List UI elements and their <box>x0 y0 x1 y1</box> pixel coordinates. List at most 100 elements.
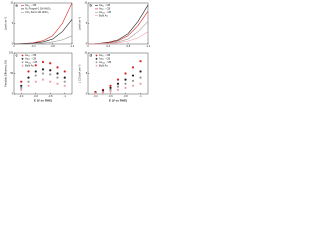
y-tick-label: 0 <box>86 93 88 96</box>
x-tick-label: 0 <box>13 45 15 48</box>
data-point <box>124 72 127 75</box>
legend-label: Bulk Au <box>99 63 108 67</box>
x-tick-label: -0.8 <box>51 45 56 48</box>
legend-swatch <box>95 61 98 64</box>
data-point <box>63 84 66 87</box>
data-point <box>139 70 142 73</box>
y-tick-label: 5 <box>12 22 14 25</box>
legend-swatch <box>95 54 98 57</box>
legend-label: Au₅₅ - CB <box>99 53 110 57</box>
legend-label: Bulk Au <box>25 63 34 67</box>
data-point <box>41 68 45 71</box>
data-point <box>20 84 23 87</box>
data-point <box>34 74 37 77</box>
panel-label: a <box>16 3 19 8</box>
legend-swatch <box>95 58 98 60</box>
y-tick-label: 5 <box>86 72 88 75</box>
data-point <box>131 79 135 82</box>
x-tick-label: -0.8 <box>123 95 128 98</box>
y-tick-label: 0 <box>12 93 14 96</box>
x-tick-label: -0.4 <box>31 45 36 48</box>
data-point <box>20 86 23 89</box>
data-point <box>56 72 59 75</box>
data-point <box>27 70 30 73</box>
data-point <box>116 82 120 85</box>
data-point <box>34 64 37 67</box>
data-point <box>49 73 52 76</box>
y-tick-label: 0 <box>12 43 14 46</box>
data-point <box>49 62 52 65</box>
legend-swatch <box>21 58 24 60</box>
data-point <box>109 88 112 91</box>
y-axis-title: Faradaic Efficiency (%) <box>4 60 8 87</box>
data-point <box>27 80 30 83</box>
x-tick-label: -1.2 <box>70 45 75 48</box>
data-point <box>131 84 135 87</box>
data-point <box>131 66 135 69</box>
data-point <box>124 78 127 81</box>
panel-label: b <box>90 3 93 8</box>
legend-swatch <box>21 61 24 64</box>
legend-label: CO₂ Sat 0.1M HNO₃ <box>25 10 49 14</box>
data-point <box>109 90 112 93</box>
x-tick-label: 0 <box>87 45 89 48</box>
legend-swatch <box>21 64 24 67</box>
data-point <box>41 72 45 75</box>
data-point <box>116 88 120 91</box>
legend-label: Au₅₅ - CB <box>25 53 36 57</box>
data-point <box>63 70 66 73</box>
legend-label: Au₂₅ - CB <box>25 57 36 61</box>
y-tick-label: 10 <box>84 2 87 5</box>
legend-label: N₂ Purged 0.1M HNO₃ <box>25 7 51 11</box>
x-tick-label: -1.2 <box>146 45 150 48</box>
panel-label: c <box>16 53 19 58</box>
page: {"chart_data": [ {"type": "line", "panel… <box>0 0 150 104</box>
x-axis-title: E (V vs RHE) <box>34 98 52 102</box>
data-line <box>14 35 73 45</box>
legend-label: Au₂₅ - CB <box>99 3 110 7</box>
y-tick-label: 50 <box>10 72 13 75</box>
data-point <box>139 76 142 79</box>
data-point <box>131 74 135 77</box>
data-point <box>124 86 127 89</box>
y-axis-title: j (mA cm⁻²) <box>78 17 82 31</box>
data-point <box>49 80 52 83</box>
data-point <box>139 60 142 63</box>
x-tick-label: -0.8 <box>126 45 131 48</box>
legend-label: Bulk Au <box>99 13 108 17</box>
data-point <box>41 78 45 81</box>
legend-swatch <box>21 54 24 57</box>
data-point <box>27 76 30 79</box>
y-tick-label: 5 <box>86 22 88 25</box>
x-axis-title: E (V vs RHE) <box>109 98 127 102</box>
x-tick-label: -0.6 <box>34 95 39 98</box>
y-axis-title: j CO (mA cm⁻²) <box>78 64 82 83</box>
data-point <box>109 86 112 89</box>
data-point <box>34 80 37 83</box>
x-tick-label: -0.4 <box>106 45 111 48</box>
x-tick-label: -1 <box>139 95 142 98</box>
x-tick-label: -0.6 <box>108 95 113 98</box>
legend-label: Au₅₅ - CB <box>99 7 110 11</box>
x-tick-label: -0.4 <box>19 95 24 98</box>
panel-label: d <box>90 53 93 58</box>
data-point <box>63 76 66 79</box>
data-point <box>139 82 142 85</box>
y-tick-label: 100 <box>9 52 14 55</box>
y-tick-label: 10 <box>84 52 87 55</box>
data-point <box>20 88 23 91</box>
data-point <box>116 85 120 88</box>
legend-label: Au₁₄₄ - CB <box>99 60 111 64</box>
legend-label: Au₅₅ - CB <box>25 3 36 7</box>
data-point <box>116 78 120 81</box>
y-tick-label: 10 <box>10 2 13 5</box>
data-point <box>49 69 52 72</box>
data-line <box>13 19 73 45</box>
data-point <box>94 92 97 95</box>
data-point <box>56 66 59 69</box>
x-tick-label: -1 <box>64 95 67 98</box>
data-point <box>20 80 23 83</box>
data-point <box>56 76 59 79</box>
data-line <box>87 11 149 45</box>
